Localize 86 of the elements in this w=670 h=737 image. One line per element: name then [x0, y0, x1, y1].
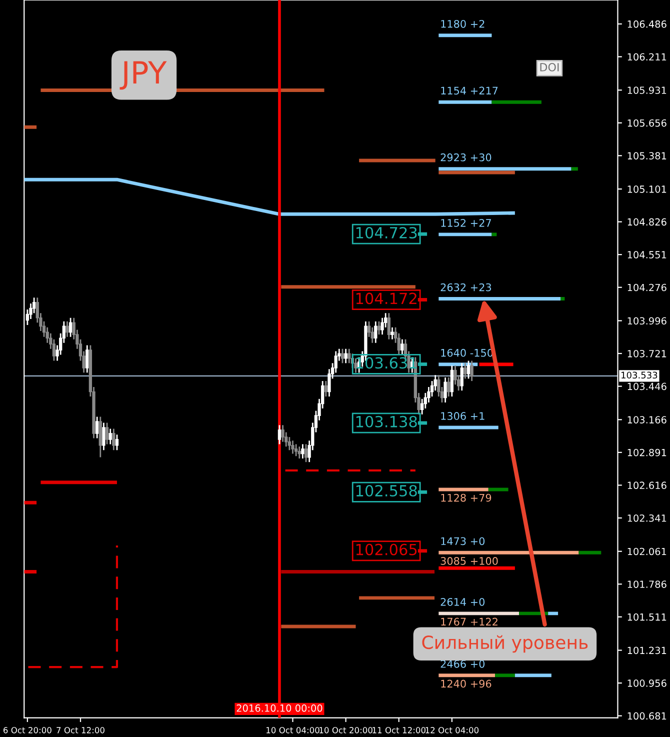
candlestick: [108, 428, 112, 445]
candlestick: [400, 338, 404, 356]
annotation: 1180 +2: [441, 20, 484, 28]
candlestick: [390, 326, 394, 340]
y-tick-label: 104.551: [628, 251, 666, 258]
annotation: Сильный уровень: [422, 635, 588, 653]
x-tick-label: 10 Oct 20:00: [320, 727, 372, 734]
candlestick: [377, 320, 381, 336]
candlestick: [301, 444, 304, 460]
annotation: 103.138: [356, 416, 417, 428]
candlestick: [374, 320, 378, 344]
annotation: 1306 +1: [441, 412, 484, 420]
annotation: 104.723: [356, 226, 417, 239]
candlestick: [112, 428, 116, 451]
annotation: 102.558: [356, 484, 417, 497]
annotation: DOI: [540, 63, 559, 72]
candlestick: [102, 422, 106, 451]
y-tick-label: 103.996: [628, 317, 666, 325]
y-tick-label: 102.891: [628, 448, 666, 456]
y-tick-label: 106.211: [628, 53, 666, 61]
ref-line-label: 103.533: [622, 372, 658, 379]
annotation: 102.065: [356, 544, 417, 556]
x-tick-label: 11 Oct 12:00: [372, 727, 426, 734]
annotation: 1154 +217: [441, 86, 498, 95]
candlestick: [344, 348, 348, 364]
candlestick: [68, 317, 72, 338]
candlestick: [298, 446, 301, 460]
y-tick-label: 103.446: [628, 382, 666, 390]
y-tick-label: 101.511: [628, 613, 666, 621]
y-tick-label: 100.956: [628, 680, 666, 687]
x-tick-label: 6 Oct 20:00: [4, 727, 52, 734]
candlestick: [66, 320, 69, 338]
y-tick-label: 103.166: [628, 416, 666, 424]
y-tick-label: 105.381: [628, 152, 666, 160]
x-tick-label: 12 Oct 04:00: [426, 727, 479, 734]
candlestick: [447, 376, 450, 398]
y-tick-label: 105.101: [628, 186, 666, 193]
annotation: 1473 +0: [441, 537, 485, 546]
candlestick: [450, 364, 454, 398]
annotation: 1240 +96: [441, 680, 492, 688]
candlestick: [86, 344, 89, 374]
y-tick-label: 105.656: [628, 119, 666, 127]
annotation: 1128 +79: [441, 494, 492, 502]
y-tick-label: 101.231: [628, 646, 666, 654]
y-tick-label: 104.276: [628, 284, 666, 292]
x-tick-label: 7 Oct 12:00: [56, 727, 104, 734]
y-tick-label: 105.931: [628, 86, 666, 94]
y-tick-label: 102.341: [628, 514, 666, 522]
y-tick-label: 103.721: [628, 350, 666, 358]
annotation: 104.172: [356, 292, 416, 304]
candlestick: [466, 360, 470, 380]
annotation: 2614 +0: [440, 598, 485, 606]
candlestick: [380, 317, 384, 336]
candlestick: [281, 424, 284, 443]
candlestick: [304, 444, 308, 463]
annotation: 1767 +122: [441, 618, 498, 626]
y-tick-label: 106.486: [628, 20, 666, 28]
candlestick: [444, 376, 447, 404]
annotation: 2923 +30: [440, 153, 492, 162]
candlestick: [278, 424, 282, 445]
y-tick-label: 102.061: [628, 548, 666, 556]
x-tick-label: 10 Oct 04:00: [266, 727, 320, 734]
candlestick: [96, 416, 99, 439]
candlestick: [98, 416, 102, 458]
candlestick: [340, 348, 344, 364]
candlestick: [387, 312, 390, 340]
annotation: 3085 +100: [440, 557, 498, 565]
text: JPY: [120, 61, 167, 90]
candlestick: [464, 362, 467, 380]
candlestick: [115, 434, 119, 451]
candlestick: [354, 358, 358, 374]
candlestick: [460, 362, 464, 392]
candlestick: [294, 444, 298, 457]
annotation: 1152 +27: [441, 218, 491, 227]
y-tick-label: 100.681: [628, 712, 666, 720]
candlestick: [291, 440, 294, 454]
ref-line-label: 2016.10.10 00:00: [236, 704, 322, 712]
candlestick: [470, 360, 474, 382]
annotation: 2632 +23: [440, 283, 492, 292]
y-tick-label: 102.616: [628, 482, 666, 490]
candlestick: [348, 348, 351, 364]
y-tick-label: 101.786: [628, 580, 666, 588]
candlestick: [288, 436, 292, 451]
y-tick-label: 104.826: [628, 218, 666, 226]
candlestick: [324, 380, 328, 398]
candlestick: [105, 422, 109, 445]
